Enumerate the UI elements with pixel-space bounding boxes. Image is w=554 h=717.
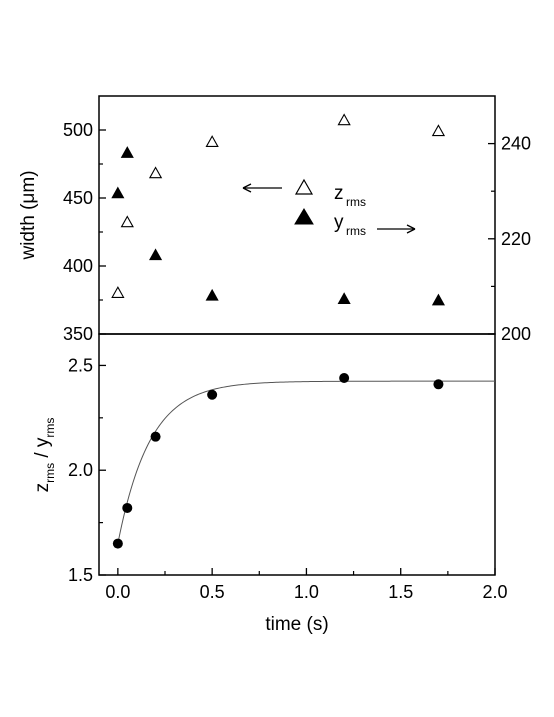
bottom-left-tick-label: 2.0 (68, 460, 93, 480)
legend-zrms-label: z (334, 183, 344, 204)
x-tick-label: 1.5 (388, 582, 413, 602)
bottom-fit-curve (117, 380, 495, 544)
ratio-point (112, 538, 123, 549)
ylabel-z-sub: rms (43, 463, 57, 483)
top-right-tick-label: 200 (501, 324, 531, 344)
top-left-tick-label: 500 (63, 120, 93, 140)
legend-open-triangle-icon (294, 178, 314, 195)
yrms-point (111, 186, 125, 199)
ylabel-y: y (32, 437, 53, 447)
top-y-axis-label: width (μm) (18, 170, 39, 260)
ylabel-z: z (32, 483, 53, 493)
fit-line (117, 380, 495, 544)
bottom-left-tick-label: 2.5 (68, 355, 93, 375)
x-tick-label: 1.0 (294, 582, 319, 602)
ratio-point (433, 379, 444, 390)
bottom-y-axis-label: zrms / yrms (32, 418, 57, 493)
legend-zrms-sub: rms (346, 195, 366, 209)
top-left-tick-label: 450 (63, 188, 93, 208)
ratio-point (339, 373, 350, 384)
legend-filled-triangle-icon (294, 208, 314, 225)
x-axis-label: time (s) (265, 614, 328, 635)
zrms-point (205, 135, 219, 147)
bottom-y-axis-label-text: zrms / yrms (32, 418, 57, 493)
ylabel-sep: / (32, 447, 53, 463)
zrms-point (148, 166, 163, 179)
yrms-point (337, 292, 351, 304)
yrms-point (205, 288, 219, 301)
x-tick-label: 2.0 (482, 582, 507, 602)
legend-yrms-sub: rms (346, 224, 366, 238)
zrms-point (111, 286, 125, 298)
legend-right-arrowhead (406, 224, 416, 234)
zrms-point (120, 215, 134, 228)
ratio-point (122, 502, 133, 513)
legend: z rms y rms (242, 178, 416, 238)
bottom-panel-frame (98, 333, 496, 576)
bottom-axis-ticks: 1.5 2.0 2.5 0.0 0.5 1.0 1.5 2.0 (68, 355, 508, 602)
ylabel-y-sub: rms (43, 418, 57, 438)
zrms-point (431, 124, 446, 137)
top-data-points (111, 113, 446, 306)
legend-yrms-label: y (334, 212, 344, 233)
yrms-point (120, 146, 134, 158)
top-left-tick-label: 350 (63, 324, 93, 344)
legend-left-arrowhead (242, 183, 252, 193)
ratio-point (207, 389, 218, 400)
bottom-left-tick-label: 1.5 (68, 565, 93, 585)
top-left-tick-label: 400 (63, 256, 93, 276)
zrms-point (337, 113, 351, 126)
yrms-point (431, 293, 445, 306)
top-right-tick-label: 240 (501, 134, 531, 154)
top-right-tick-label: 220 (501, 229, 531, 249)
ratio-point (150, 431, 161, 442)
x-tick-label: 0.0 (105, 582, 130, 602)
yrms-point (149, 248, 163, 261)
top-axis-ticks: 350 400 450 500 200 220 240 (63, 120, 531, 344)
x-tick-label: 0.5 (200, 582, 225, 602)
bottom-data-points (112, 373, 444, 549)
